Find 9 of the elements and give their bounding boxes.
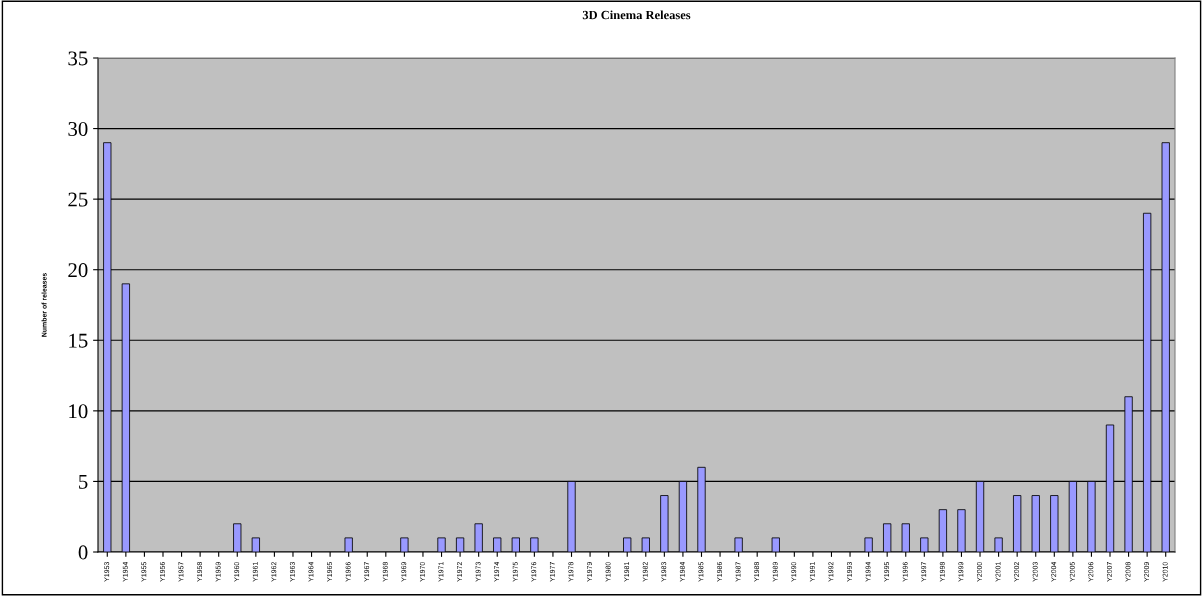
y-tick-label: 0 xyxy=(78,545,88,560)
y-tick-label: 10 xyxy=(69,404,88,419)
chart-title: 3D Cinema Releases xyxy=(582,10,691,20)
y-tick-label: 5 xyxy=(79,475,88,489)
y-tick-label: 35 xyxy=(68,51,88,66)
y-tick-label: 25 xyxy=(68,192,88,207)
y-tick-label: 20 xyxy=(68,263,88,278)
y-tick-label: 15 xyxy=(69,333,88,348)
y-tick-label: 30 xyxy=(68,121,88,136)
